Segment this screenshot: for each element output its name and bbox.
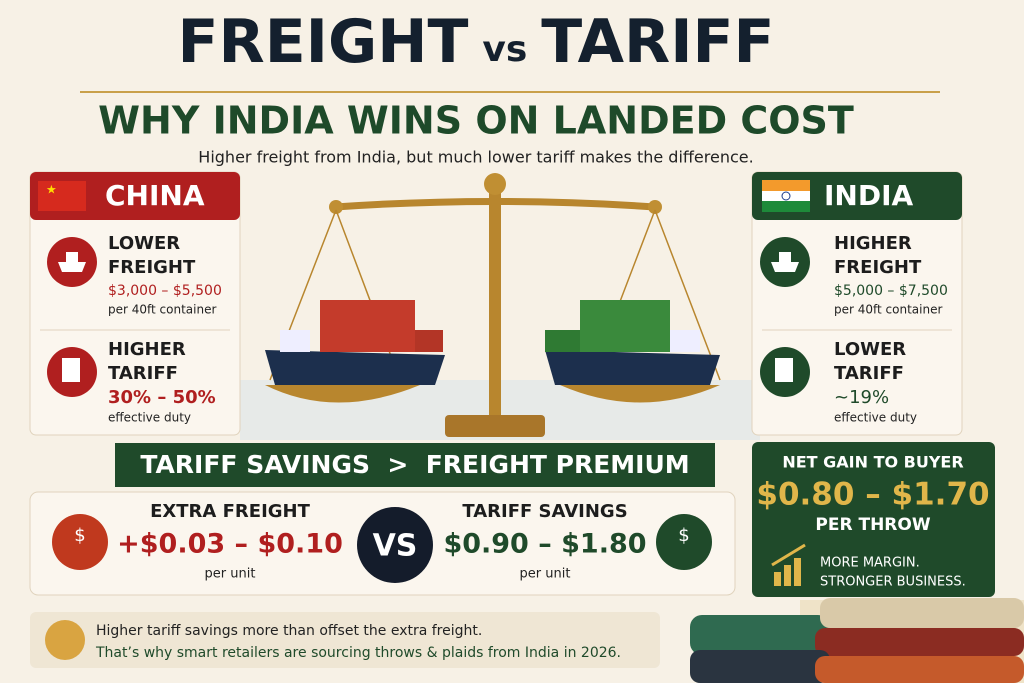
title-left: FREIGHT	[178, 7, 469, 77]
flag-star: ★	[46, 183, 57, 197]
growth-icon	[771, 543, 806, 586]
item-heading: FREIGHT	[834, 257, 922, 278]
svg-text:$: $	[74, 525, 85, 546]
scale-illustration	[240, 173, 760, 440]
footer-line: Higher tariff savings more than offset t…	[96, 623, 482, 639]
savings-icon	[656, 514, 712, 570]
item-value: $3,000 – $5,500	[108, 283, 222, 299]
china-name: CHINA	[105, 179, 205, 212]
cost-icon	[52, 514, 108, 570]
item-value: $5,000 – $7,500	[834, 283, 948, 299]
title: FREIGHT vs TARIFF	[178, 7, 775, 77]
item-heading: LOWER	[108, 233, 180, 254]
footer-line: That’s why smart retailers are sourcing …	[95, 645, 621, 661]
item-value: ~19%	[834, 387, 889, 408]
footer-box	[30, 612, 660, 668]
item-heading: HIGHER	[834, 233, 912, 254]
item-heading: TARIFF	[834, 363, 904, 384]
net-gain-label: NET GAIN TO BUYER	[782, 453, 963, 472]
title-middle: vs	[482, 29, 527, 70]
net-gain-value: $0.80 – $1.70	[756, 477, 989, 513]
comparison-label: TARIFF SAVINGS	[462, 501, 627, 522]
india-flag	[762, 180, 810, 212]
item-heading: TARIFF	[108, 363, 178, 384]
banner-text: TARIFF SAVINGS > FREIGHT PREMIUM	[140, 450, 689, 479]
net-gain-line: MORE MARGIN.	[820, 556, 920, 571]
net-gain-unit: PER THROW	[815, 515, 930, 535]
item-note: effective duty	[108, 411, 191, 425]
item-heading: LOWER	[834, 339, 906, 360]
item-note: per 40ft container	[108, 303, 216, 317]
india-name: INDIA	[824, 179, 914, 212]
comparison-value: $0.90 – $1.80	[443, 529, 646, 560]
item-heading: HIGHER	[108, 339, 186, 360]
item-note: effective duty	[834, 411, 917, 425]
comparison-label: EXTRA FREIGHT	[150, 501, 310, 522]
item-value: 30% – 50%	[108, 387, 216, 408]
svg-text:$: $	[678, 525, 689, 546]
item-heading: FREIGHT	[108, 257, 196, 278]
vs-text: VS	[373, 529, 418, 564]
comparison-value: +$0.03 – $0.10	[117, 529, 343, 560]
tagline: Higher freight from India, but much lowe…	[198, 148, 753, 167]
net-gain-box	[752, 442, 995, 597]
subtitle: WHY INDIA WINS ON LANDED COST	[98, 99, 854, 143]
item-note: per 40ft container	[834, 303, 942, 317]
blankets-illustration	[690, 598, 1024, 683]
banner	[115, 443, 715, 487]
comparison-note: per unit	[205, 567, 256, 582]
vs-badge	[357, 507, 433, 583]
title-right: TARIFF	[541, 7, 774, 77]
net-gain-line: STRONGER BUSINESS.	[820, 575, 966, 590]
comparison-note: per unit	[520, 567, 571, 582]
idea-icon	[45, 620, 85, 660]
china-flag	[38, 181, 86, 211]
